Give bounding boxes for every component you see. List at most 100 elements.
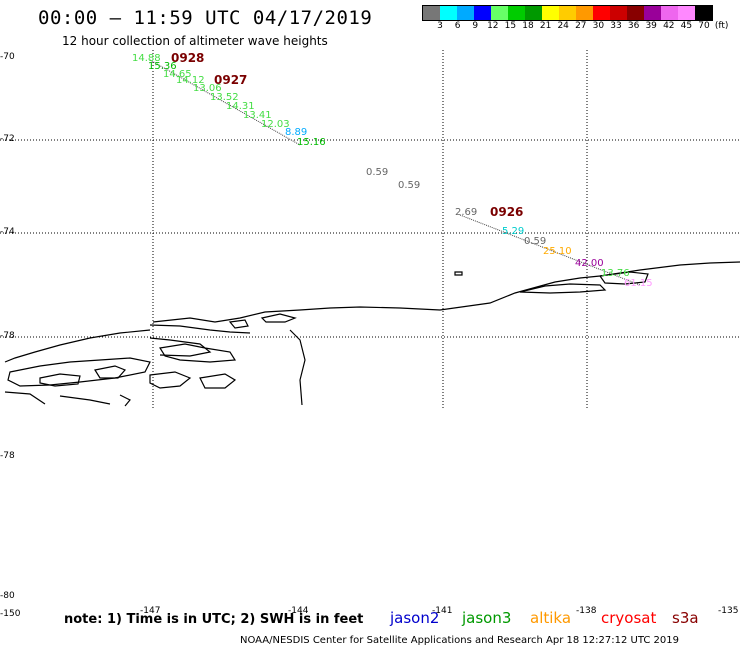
pass-id-label: 0927 <box>214 73 248 87</box>
wave-height-label: 25.10 <box>543 246 572 257</box>
color-swatch <box>695 6 712 20</box>
wave-height-label: 14.12 <box>176 75 205 86</box>
wave-height-label: 13.41 <box>243 110 272 121</box>
island-outline <box>260 313 297 323</box>
color-swatch <box>610 6 627 20</box>
wave-height-label: 5.29 <box>502 226 525 237</box>
lat-tick-label: -78 <box>0 451 15 461</box>
ground-track <box>149 59 301 146</box>
island-outline <box>94 365 127 379</box>
wave-height-label: 42.00 <box>575 258 604 269</box>
island-outline <box>7 357 151 387</box>
color-swatch <box>627 6 644 20</box>
color-legend <box>422 5 713 21</box>
color-swatch <box>440 6 457 20</box>
color-legend-label: 30 <box>592 21 605 31</box>
ground-tracks <box>149 59 641 286</box>
color-swatch <box>508 6 525 20</box>
wave-height-label: 0.59 <box>398 180 421 191</box>
island-outline <box>149 371 192 389</box>
color-swatch <box>678 6 695 20</box>
wave-height-label: 14.31 <box>226 101 255 112</box>
wave-height-label: 13.52 <box>210 92 239 103</box>
wave-height-label: 0.59 <box>366 167 389 178</box>
lon-tick-label: -150 <box>0 609 21 619</box>
wave-height-label: 14.88 <box>132 53 161 64</box>
color-swatch <box>474 6 491 20</box>
lon-tick-label: -141 <box>432 606 453 616</box>
color-legend-label: 3 <box>437 21 443 31</box>
color-swatch <box>644 6 661 20</box>
color-swatch <box>559 6 576 20</box>
page-title: 00:00 – 11:59 UTC 04/17/2019 <box>38 7 373 29</box>
color-swatch <box>576 6 593 20</box>
island-outline <box>519 283 607 294</box>
footer-note: note: 1) Time is in UTC; 2) SWH is in fe… <box>64 612 364 627</box>
island-outline <box>598 271 649 285</box>
wave-height-label: 8.89 <box>285 127 308 138</box>
color-swatch <box>525 6 542 20</box>
color-legend-label: 9 <box>472 21 479 31</box>
coast-segment <box>4 329 306 407</box>
color-swatch <box>457 6 474 20</box>
graticule <box>0 50 740 408</box>
wave-height-label: 15.16 <box>297 137 326 148</box>
page-subtitle: 12 hour collection of altimeter wave hei… <box>62 34 328 48</box>
island-outline <box>39 373 81 387</box>
color-legend-labels: 3 6 9 12 15 18 21 24 27 30 33 36 39 42 45 70 (ft) <box>422 21 732 33</box>
island-outline <box>454 271 463 276</box>
wave-height-label: 14.65 <box>163 69 192 80</box>
lat-tick-label: -70 <box>0 52 15 62</box>
color-swatch <box>661 6 678 20</box>
satellite-legend-item: jason2 <box>390 609 440 627</box>
lat-tick-label: -74 <box>0 227 15 237</box>
wave-height-label: 13.76 <box>601 268 630 279</box>
wave-height-label: 13.06 <box>193 83 222 94</box>
color-legend-label: 15 <box>504 21 517 31</box>
coast-segment <box>4 324 251 363</box>
island-outline <box>199 373 237 389</box>
footer-credit: NOAA/NESDIS Center for Satellite Applica… <box>240 635 679 646</box>
color-legend-label: (ft) <box>714 21 729 31</box>
satellite-legend-item: s3a <box>672 609 699 627</box>
color-legend-label: 24 <box>557 21 569 31</box>
color-legend-label: 18 <box>522 21 534 31</box>
ground-track <box>459 214 641 286</box>
lat-tick-label: -78 <box>0 331 15 341</box>
island-outline <box>159 343 237 363</box>
island-outline <box>228 319 249 329</box>
satellite-legend-item: altika <box>530 609 572 627</box>
lon-tick-label: -144 <box>288 606 309 616</box>
color-legend-label: 12 <box>487 21 499 31</box>
color-legend-label: 6 <box>454 21 461 31</box>
wave-height-label: 15.36 <box>148 61 177 72</box>
color-swatch <box>491 6 508 20</box>
color-swatch <box>542 6 559 20</box>
lon-tick-label: -147 <box>140 606 161 616</box>
lon-tick-label: -138 <box>576 606 597 616</box>
satellite-legend-item: jason3 <box>462 609 512 627</box>
color-legend-label: 27 <box>575 21 587 31</box>
lat-tick-label: -80 <box>0 591 15 601</box>
ice-shelf-coast <box>152 261 740 323</box>
wave-height-label: 2.69 <box>455 207 478 218</box>
color-legend-label: 39 <box>645 21 657 31</box>
wave-height-label: 12.03 <box>261 119 290 130</box>
color-legend-label: 36 <box>627 21 640 31</box>
color-legend-label: 33 <box>610 21 622 31</box>
color-legend-label: 21 <box>539 21 552 31</box>
pass-id-label: 0926 <box>490 205 524 219</box>
color-legend-label: 45 <box>680 21 693 31</box>
coastline <box>4 261 740 407</box>
pass-id-label: 0928 <box>171 51 205 65</box>
color-legend-label: 70 <box>698 21 710 31</box>
satellite-legend-item: cryosat <box>601 609 657 627</box>
wave-height-label: 0.59 <box>524 236 547 247</box>
lat-tick-label: -72 <box>0 134 15 144</box>
color-swatch <box>593 6 610 20</box>
color-swatch <box>423 6 440 20</box>
color-legend-label: 42 <box>663 21 675 31</box>
lon-tick-label: -135 <box>718 606 739 616</box>
wave-height-label: 61.15 <box>624 278 653 289</box>
